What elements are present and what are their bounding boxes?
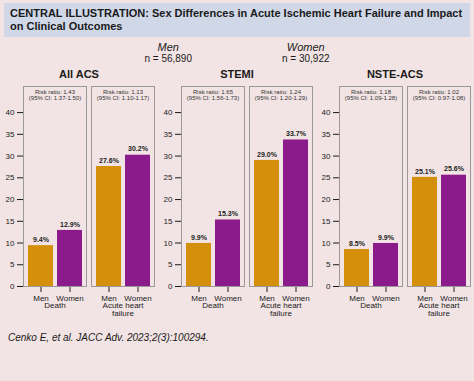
svg-text:Risk ratio: 1.65(95% CI: 1.56-: Risk ratio: 1.65(95% CI: 1.56-1.73) [187,89,239,101]
svg-text:Death: Death [360,301,381,310]
svg-text:35: 35 [322,130,331,139]
svg-text:25: 25 [322,173,331,182]
svg-text:Men: Men [259,294,275,304]
svg-text:10: 10 [322,239,331,248]
svg-text:15: 15 [322,217,331,226]
svg-text:12.9%: 12.9% [60,221,81,228]
svg-text:35: 35 [6,130,15,139]
html-text:Men: Men [157,41,179,53]
svg-text:30: 30 [6,152,15,161]
svg-text:Acute heartfailure: Acute heartfailure [261,301,303,318]
svg-text:29.0%: 29.0% [257,151,278,158]
svg-text:Women: Women [372,294,400,304]
html-text:All ACS: All ACS [59,68,99,80]
svg-text:Risk ratio: 1.24(95% CI: 1.20-: Risk ratio: 1.24(95% CI: 1.20-1.29) [255,89,307,101]
svg-text:30: 30 [322,152,331,161]
html-text:Cenko E, et al. JACC Adv. 2023: Cenko E, et al. JACC Adv. 2023;2(3):1002… [8,332,209,343]
svg-text:15: 15 [164,217,173,226]
svg-text:9.4%: 9.4% [33,236,50,243]
svg-text:Men: Men [101,294,117,304]
svg-text:0: 0 [168,282,173,291]
svg-text:25: 25 [164,173,173,182]
svg-text:Women: Women [440,294,468,304]
html-text:NSTE-ACS: NSTE-ACS [366,68,424,80]
svg-text:35: 35 [164,130,173,139]
svg-text:27.6%: 27.6% [99,157,120,164]
svg-text:20: 20 [164,195,173,204]
svg-text:Women: Women [124,294,152,304]
svg-text:Risk ratio: 1.02(95% CI: 0.97-: Risk ratio: 1.02(95% CI: 0.97-1.08) [413,89,465,101]
svg-text:Acute heartfailure: Acute heartfailure [419,301,461,318]
svg-text:30: 30 [164,152,173,161]
svg-text:5: 5 [326,260,331,269]
svg-text:Acute heartfailure: Acute heartfailure [103,301,145,318]
svg-text:Women: Women [56,294,84,304]
svg-text:25: 25 [6,173,15,182]
svg-text:8.5%: 8.5% [349,240,366,247]
svg-text:Risk ratio: 1.13(95% CI: 1.10-: Risk ratio: 1.13(95% CI: 1.10-1.17) [97,89,149,101]
svg-text:Women: Women [214,294,242,304]
svg-text:Death: Death [44,301,65,310]
html-text:CENTRAL ILLUSTRATION: Sex Diff: CENTRAL ILLUSTRATION: Sex Differences in… [10,7,463,32]
svg-text:30.2%: 30.2% [128,145,149,152]
svg-text:0: 0 [326,282,331,291]
svg-text:15: 15 [6,217,15,226]
svg-text:Death: Death [202,301,223,310]
svg-text:5: 5 [10,260,15,269]
svg-text:0: 0 [10,282,15,291]
svg-text:40: 40 [6,108,15,117]
svg-text:25.1%: 25.1% [415,168,436,175]
svg-text:15.3%: 15.3% [218,210,239,217]
html-text:n = 56,890: n = 56,890 [144,53,192,64]
svg-text:Risk ratio: 1.43(95% CI: 1.37-: Risk ratio: 1.43(95% CI: 1.37-1.50) [29,89,81,101]
svg-text:Men: Men [349,294,365,304]
svg-text:Men: Men [417,294,433,304]
svg-text:20: 20 [322,195,331,204]
svg-text:10: 10 [6,239,15,248]
svg-text:20: 20 [6,195,15,204]
svg-text:40: 40 [322,108,331,117]
svg-text:33.7%: 33.7% [286,130,307,137]
html-text:n = 30,922: n = 30,922 [282,53,330,64]
svg-text:Women: Women [282,294,310,304]
svg-text:Men: Men [33,294,49,304]
html-text:Women: Women [286,41,325,53]
svg-text:Risk ratio: 1.18(95% CI: 1.09-: Risk ratio: 1.18(95% CI: 1.09-1.28) [345,89,397,101]
html-text:STEMI: STEMI [220,68,254,80]
svg-text:9.9%: 9.9% [378,234,395,241]
svg-text:40: 40 [164,108,173,117]
svg-text:10: 10 [164,239,173,248]
svg-text:9.9%: 9.9% [191,234,208,241]
svg-text:Men: Men [191,294,207,304]
svg-text:5: 5 [168,260,173,269]
svg-text:25.6%: 25.6% [444,165,465,172]
